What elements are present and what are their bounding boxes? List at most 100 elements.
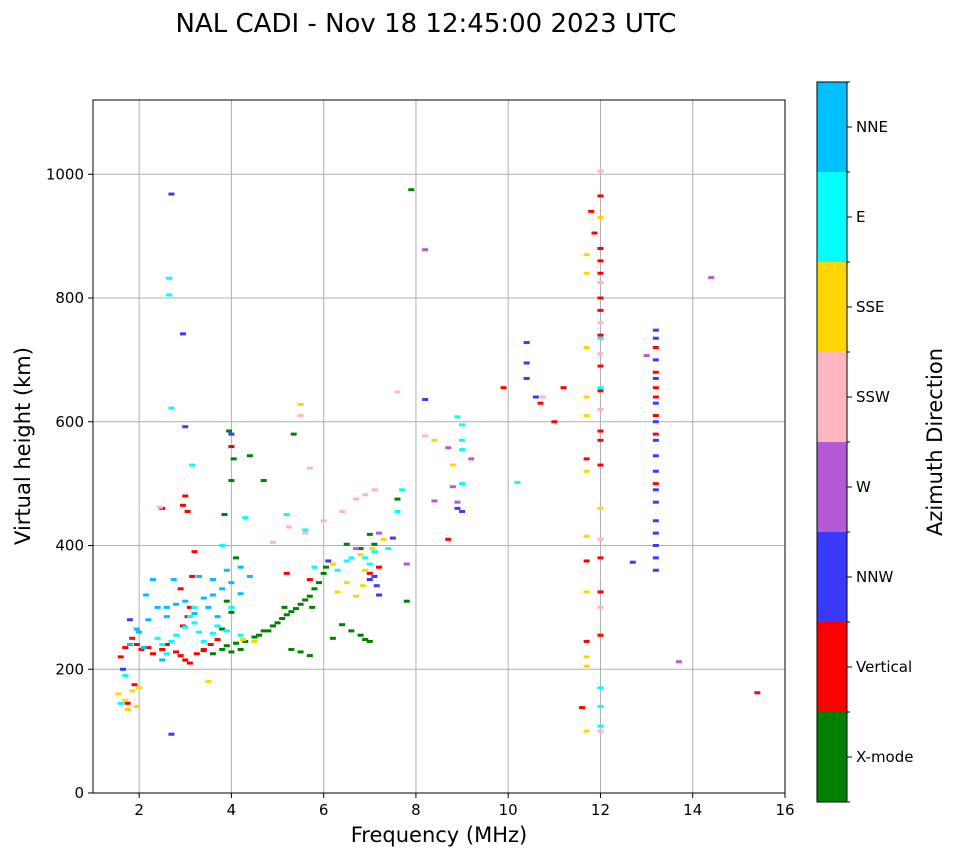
data-point bbox=[256, 633, 263, 637]
data-point bbox=[583, 346, 590, 349]
data-point bbox=[597, 308, 604, 312]
data-point bbox=[597, 729, 604, 733]
data-point bbox=[445, 537, 452, 541]
data-point bbox=[454, 500, 461, 504]
data-point bbox=[652, 414, 659, 418]
series-w bbox=[352, 248, 715, 664]
data-point bbox=[583, 395, 590, 399]
data-point bbox=[385, 547, 392, 551]
data-point bbox=[583, 457, 590, 461]
y-tick-label: 800 bbox=[55, 289, 84, 307]
data-point bbox=[237, 647, 244, 651]
data-point bbox=[583, 559, 590, 563]
data-point bbox=[422, 434, 429, 438]
data-point bbox=[228, 479, 235, 483]
data-point bbox=[652, 376, 659, 380]
data-point bbox=[316, 581, 323, 585]
data-point bbox=[325, 559, 332, 563]
data-point bbox=[297, 402, 304, 406]
data-point bbox=[265, 629, 272, 633]
data-point bbox=[369, 547, 376, 551]
data-point bbox=[221, 513, 228, 517]
series-nne bbox=[126, 565, 253, 662]
data-point bbox=[129, 689, 136, 693]
data-point bbox=[186, 605, 193, 609]
data-point bbox=[140, 646, 147, 650]
data-point bbox=[133, 704, 140, 708]
data-point bbox=[182, 625, 189, 629]
data-point bbox=[352, 594, 359, 598]
data-point bbox=[591, 231, 598, 235]
data-point bbox=[205, 605, 212, 609]
data-point bbox=[251, 639, 258, 643]
data-point bbox=[223, 644, 230, 648]
data-point bbox=[652, 531, 659, 535]
data-point bbox=[269, 624, 276, 628]
data-point bbox=[200, 647, 207, 651]
data-point bbox=[459, 509, 466, 513]
data-point bbox=[459, 438, 466, 442]
x-tick-label: 14 bbox=[683, 801, 702, 819]
data-point bbox=[597, 633, 604, 637]
data-point bbox=[652, 482, 659, 486]
data-point bbox=[179, 332, 186, 336]
data-point bbox=[357, 547, 364, 551]
data-point bbox=[279, 617, 286, 621]
data-point bbox=[219, 587, 226, 591]
y-tick-label: 0 bbox=[74, 784, 84, 802]
data-point bbox=[246, 454, 253, 458]
data-point bbox=[454, 506, 461, 510]
data-point bbox=[583, 253, 590, 257]
series-ssw bbox=[156, 169, 604, 733]
data-point bbox=[306, 594, 313, 598]
data-point bbox=[597, 686, 604, 690]
data-point bbox=[523, 376, 530, 380]
data-point bbox=[126, 618, 133, 622]
data-point bbox=[357, 633, 364, 637]
data-point bbox=[408, 188, 415, 192]
data-point bbox=[362, 556, 369, 560]
series-nnw bbox=[119, 192, 659, 736]
data-point bbox=[309, 605, 316, 609]
data-point bbox=[597, 296, 604, 300]
data-point bbox=[149, 578, 156, 582]
data-point bbox=[290, 432, 297, 436]
data-point bbox=[523, 341, 530, 345]
data-point bbox=[537, 401, 544, 405]
data-point bbox=[133, 643, 140, 646]
data-point bbox=[708, 276, 715, 280]
data-point bbox=[322, 565, 329, 569]
data-point bbox=[376, 565, 383, 569]
data-point bbox=[159, 647, 166, 651]
data-point bbox=[754, 691, 761, 695]
data-point bbox=[597, 333, 604, 337]
data-point bbox=[228, 610, 235, 614]
data-point bbox=[306, 578, 313, 582]
data-point bbox=[233, 556, 240, 560]
data-point bbox=[422, 397, 429, 401]
data-point bbox=[532, 395, 539, 399]
data-point bbox=[459, 423, 466, 427]
series-x-mode bbox=[200, 188, 415, 658]
data-point bbox=[286, 525, 293, 529]
data-point bbox=[219, 627, 226, 631]
data-point bbox=[242, 516, 249, 520]
data-point bbox=[237, 592, 244, 596]
data-point bbox=[124, 701, 131, 705]
data-point bbox=[237, 633, 244, 637]
data-point bbox=[371, 488, 378, 492]
data-point bbox=[629, 560, 636, 564]
data-point bbox=[597, 389, 604, 393]
data-point bbox=[214, 624, 221, 628]
colorbar-segment bbox=[817, 532, 847, 622]
data-point bbox=[122, 646, 129, 650]
colorbar-frame bbox=[816, 81, 848, 803]
data-point bbox=[173, 650, 180, 654]
data-point bbox=[389, 536, 396, 540]
data-point bbox=[239, 638, 246, 642]
data-point bbox=[652, 488, 659, 492]
series-sse bbox=[115, 216, 604, 733]
data-point bbox=[560, 386, 567, 390]
data-point bbox=[597, 169, 604, 173]
colorbar-segment bbox=[817, 622, 847, 712]
